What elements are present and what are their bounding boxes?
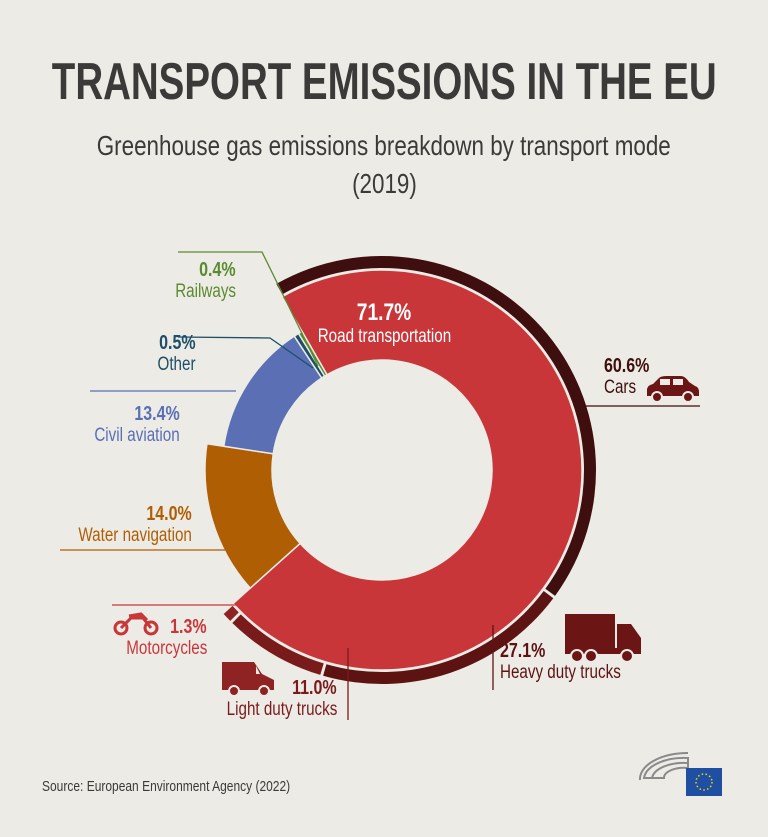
ring-segment-motorcycles	[223, 605, 239, 621]
label-other: 0.5% Other	[157, 332, 196, 375]
ring-segment-heavy-duty-trucks	[323, 591, 554, 684]
ring-segment-cars	[276, 255, 597, 596]
source-note: Source: European Environment Agency (202…	[42, 778, 291, 795]
chart-subtitle-year: (2019)	[351, 168, 417, 199]
chart-subtitle: Greenhouse gas emissions breakdown by tr…	[97, 130, 671, 161]
slice-road-transportation	[232, 269, 583, 671]
light-truck-icon	[222, 662, 274, 697]
label-water-navigation: 14.0% Water navigation	[78, 503, 193, 546]
label-light-duty-trucks: 11.0% Light duty trucks	[226, 677, 337, 720]
label-cars: 60.6% Cars	[604, 355, 650, 398]
label-motorcycles: 1.3% Motorcycles	[125, 616, 207, 659]
car-icon	[647, 376, 699, 403]
motorcycle-icon	[113, 612, 159, 636]
label-railways: 0.4% Railways	[175, 259, 236, 302]
leader-other	[177, 336, 314, 369]
label-heavy-duty-trucks: 27.1% Heavy duty trucks	[500, 640, 621, 683]
label-road: 71.7% Road transportation	[317, 299, 451, 348]
european-parliament-logo	[638, 752, 722, 796]
chart-title: TRANSPORT EMISSIONS IN THE EU	[51, 53, 717, 111]
heavy-truck-icon	[565, 614, 641, 663]
label-civil-aviation: 13.4% Civil aviation	[94, 403, 180, 446]
ring-segment-light-duty-trucks	[232, 614, 324, 675]
leader-railways	[178, 251, 319, 367]
slice-railways	[297, 330, 329, 378]
